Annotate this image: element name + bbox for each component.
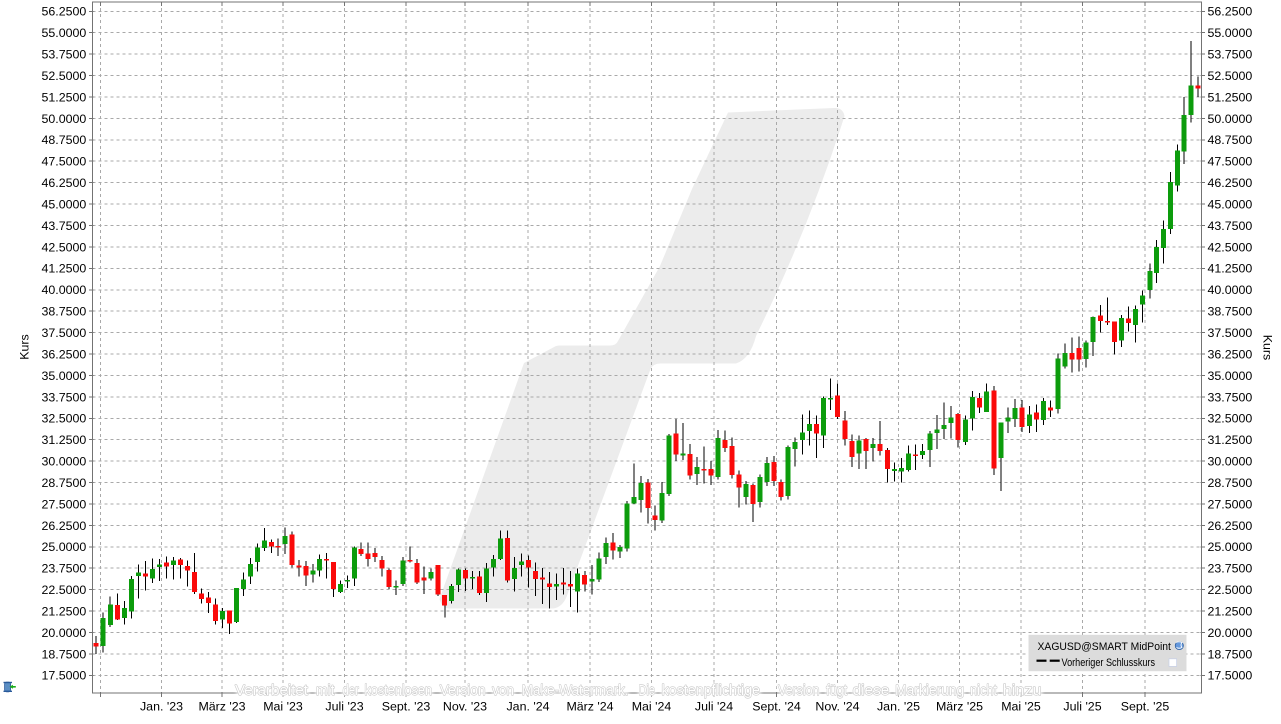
- svg-text:40.0000: 40.0000: [1208, 283, 1253, 297]
- svg-text:51.2500: 51.2500: [42, 90, 87, 104]
- svg-text:50.0000: 50.0000: [1208, 112, 1253, 126]
- svg-text:55.0000: 55.0000: [1208, 26, 1253, 40]
- svg-text:26.2500: 26.2500: [42, 519, 87, 533]
- svg-text:26.2500: 26.2500: [1208, 519, 1253, 533]
- svg-text:März '25: März '25: [936, 700, 983, 714]
- svg-text:Juli '24: Juli '24: [695, 700, 733, 714]
- svg-text:38.7500: 38.7500: [42, 305, 87, 319]
- svg-text:55.0000: 55.0000: [42, 26, 87, 40]
- svg-text:XAGUSD@SMART MidPoint: XAGUSD@SMART MidPoint: [1038, 641, 1171, 653]
- svg-text:30.0000: 30.0000: [1208, 455, 1253, 469]
- svg-text:28.7500: 28.7500: [1208, 476, 1253, 490]
- svg-text:35.0000: 35.0000: [42, 369, 87, 383]
- svg-text:50.0000: 50.0000: [42, 112, 87, 126]
- svg-text:Juli '25: Juli '25: [1063, 700, 1101, 714]
- svg-text:56.2500: 56.2500: [42, 5, 87, 19]
- svg-text:23.7500: 23.7500: [1208, 562, 1253, 576]
- svg-text:Nov. '23: Nov. '23: [443, 700, 487, 714]
- svg-text:35.0000: 35.0000: [1208, 369, 1253, 383]
- svg-text:18.7500: 18.7500: [1208, 647, 1253, 661]
- svg-text:42.5000: 42.5000: [42, 240, 87, 254]
- svg-text:41.2500: 41.2500: [1208, 262, 1253, 276]
- svg-text:53.7500: 53.7500: [1208, 48, 1253, 62]
- svg-text:27.5000: 27.5000: [1208, 497, 1253, 511]
- svg-text:45.0000: 45.0000: [1208, 198, 1253, 212]
- svg-text:45.0000: 45.0000: [42, 198, 87, 212]
- svg-text:20.0000: 20.0000: [1208, 626, 1253, 640]
- svg-text:25.0000: 25.0000: [1208, 540, 1253, 554]
- svg-text:38.7500: 38.7500: [1208, 305, 1253, 319]
- svg-text:Vorheriger Schlusskurs: Vorheriger Schlusskurs: [1062, 657, 1156, 669]
- svg-text:56.2500: 56.2500: [1208, 5, 1253, 19]
- svg-text:21.2500: 21.2500: [1208, 605, 1253, 619]
- svg-text:18.7500: 18.7500: [42, 647, 87, 661]
- svg-text:40.0000: 40.0000: [42, 283, 87, 297]
- svg-text:22.5000: 22.5000: [1208, 583, 1253, 597]
- svg-text:Kurs: Kurs: [1261, 335, 1275, 360]
- svg-text:33.7500: 33.7500: [42, 390, 87, 404]
- svg-text:32.5000: 32.5000: [42, 412, 87, 426]
- svg-text:41.2500: 41.2500: [42, 262, 87, 276]
- svg-text:30.0000: 30.0000: [42, 455, 87, 469]
- svg-text:47.5000: 47.5000: [42, 155, 87, 169]
- svg-text:Kurs: Kurs: [18, 334, 32, 359]
- svg-text:21.2500: 21.2500: [42, 605, 87, 619]
- svg-text:37.5000: 37.5000: [1208, 326, 1253, 340]
- svg-text:17.5000: 17.5000: [42, 669, 87, 683]
- svg-text:32.5000: 32.5000: [1208, 412, 1253, 426]
- svg-text:25.0000: 25.0000: [42, 540, 87, 554]
- svg-text:17.5000: 17.5000: [1208, 669, 1253, 683]
- svg-text:22.5000: 22.5000: [42, 583, 87, 597]
- svg-text:März '23: März '23: [198, 700, 245, 714]
- svg-text:42.5000: 42.5000: [1208, 240, 1253, 254]
- svg-text:46.2500: 46.2500: [1208, 176, 1253, 190]
- svg-text:43.7500: 43.7500: [1208, 219, 1253, 233]
- svg-text:27.5000: 27.5000: [42, 497, 87, 511]
- svg-text:März '24: März '24: [566, 700, 613, 714]
- svg-text:Mai '23: Mai '23: [263, 700, 303, 714]
- svg-text:20.0000: 20.0000: [42, 626, 87, 640]
- svg-text:36.2500: 36.2500: [1208, 347, 1253, 361]
- svg-text:52.5000: 52.5000: [1208, 69, 1253, 83]
- svg-text:Mai '25: Mai '25: [1001, 700, 1041, 714]
- svg-text:Jan. '23: Jan. '23: [140, 700, 183, 714]
- svg-text:Nov. '24: Nov. '24: [815, 700, 859, 714]
- svg-text:31.2500: 31.2500: [42, 433, 87, 447]
- svg-text:48.7500: 48.7500: [1208, 133, 1253, 147]
- svg-text:Sept. '25: Sept. '25: [1121, 700, 1170, 714]
- svg-text:31.2500: 31.2500: [1208, 433, 1253, 447]
- svg-text:43.7500: 43.7500: [42, 219, 87, 233]
- svg-text:53.7500: 53.7500: [42, 48, 87, 62]
- svg-text:Juli '23: Juli '23: [325, 700, 363, 714]
- svg-text:47.5000: 47.5000: [1208, 155, 1253, 169]
- svg-text:36.2500: 36.2500: [42, 347, 87, 361]
- svg-text:52.5000: 52.5000: [42, 69, 87, 83]
- svg-text:23.7500: 23.7500: [42, 562, 87, 576]
- svg-text:33.7500: 33.7500: [1208, 390, 1253, 404]
- svg-text:Mai '24: Mai '24: [632, 700, 672, 714]
- svg-text:Sept. '24: Sept. '24: [752, 700, 801, 714]
- svg-text:Sept. '23: Sept. '23: [382, 700, 431, 714]
- svg-text:37.5000: 37.5000: [42, 326, 87, 340]
- svg-text:28.7500: 28.7500: [42, 476, 87, 490]
- svg-text:Jan. '25: Jan. '25: [877, 700, 920, 714]
- svg-text:48.7500: 48.7500: [42, 133, 87, 147]
- svg-text:51.2500: 51.2500: [1208, 90, 1253, 104]
- svg-text:Jan. '24: Jan. '24: [506, 700, 549, 714]
- svg-text:46.2500: 46.2500: [42, 176, 87, 190]
